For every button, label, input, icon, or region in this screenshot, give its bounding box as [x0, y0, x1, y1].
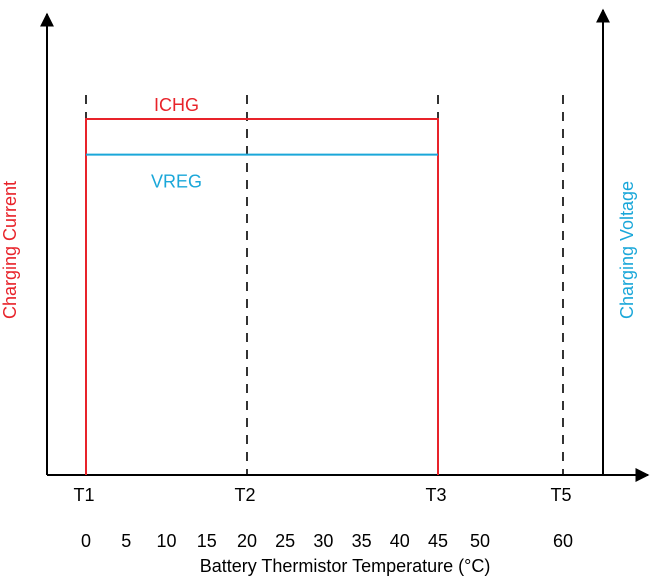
x-tick-label: 35 — [352, 531, 372, 551]
series-vreg-label: VREG — [151, 172, 202, 192]
x-tick-label: 15 — [197, 531, 217, 551]
series-ichg-line — [85, 118, 439, 475]
x-tick-label: 10 — [156, 531, 176, 551]
x-tick-label: 25 — [275, 531, 295, 551]
threshold-label-t1: T1 — [73, 485, 94, 505]
left-y-axis-label: Charging Current — [0, 181, 20, 319]
x-tick-label: 0 — [81, 531, 91, 551]
x-tick-label: 20 — [237, 531, 257, 551]
x-tick-label: 30 — [313, 531, 333, 551]
x-tick-label: 45 — [428, 531, 448, 551]
x-axis-label: Battery Thermistor Temperature (°C) — [200, 556, 491, 576]
right-y-axis-label: Charging Voltage — [617, 181, 637, 319]
x-tick-label: 50 — [470, 531, 490, 551]
series-ichg-label: ICHG — [154, 95, 199, 115]
threshold-label-t5: T5 — [550, 485, 571, 505]
threshold-label-t3: T3 — [425, 485, 446, 505]
threshold-label-t2: T2 — [234, 485, 255, 505]
x-tick-label: 5 — [121, 531, 131, 551]
x-tick-label: 60 — [553, 531, 573, 551]
x-tick-label: 40 — [390, 531, 410, 551]
